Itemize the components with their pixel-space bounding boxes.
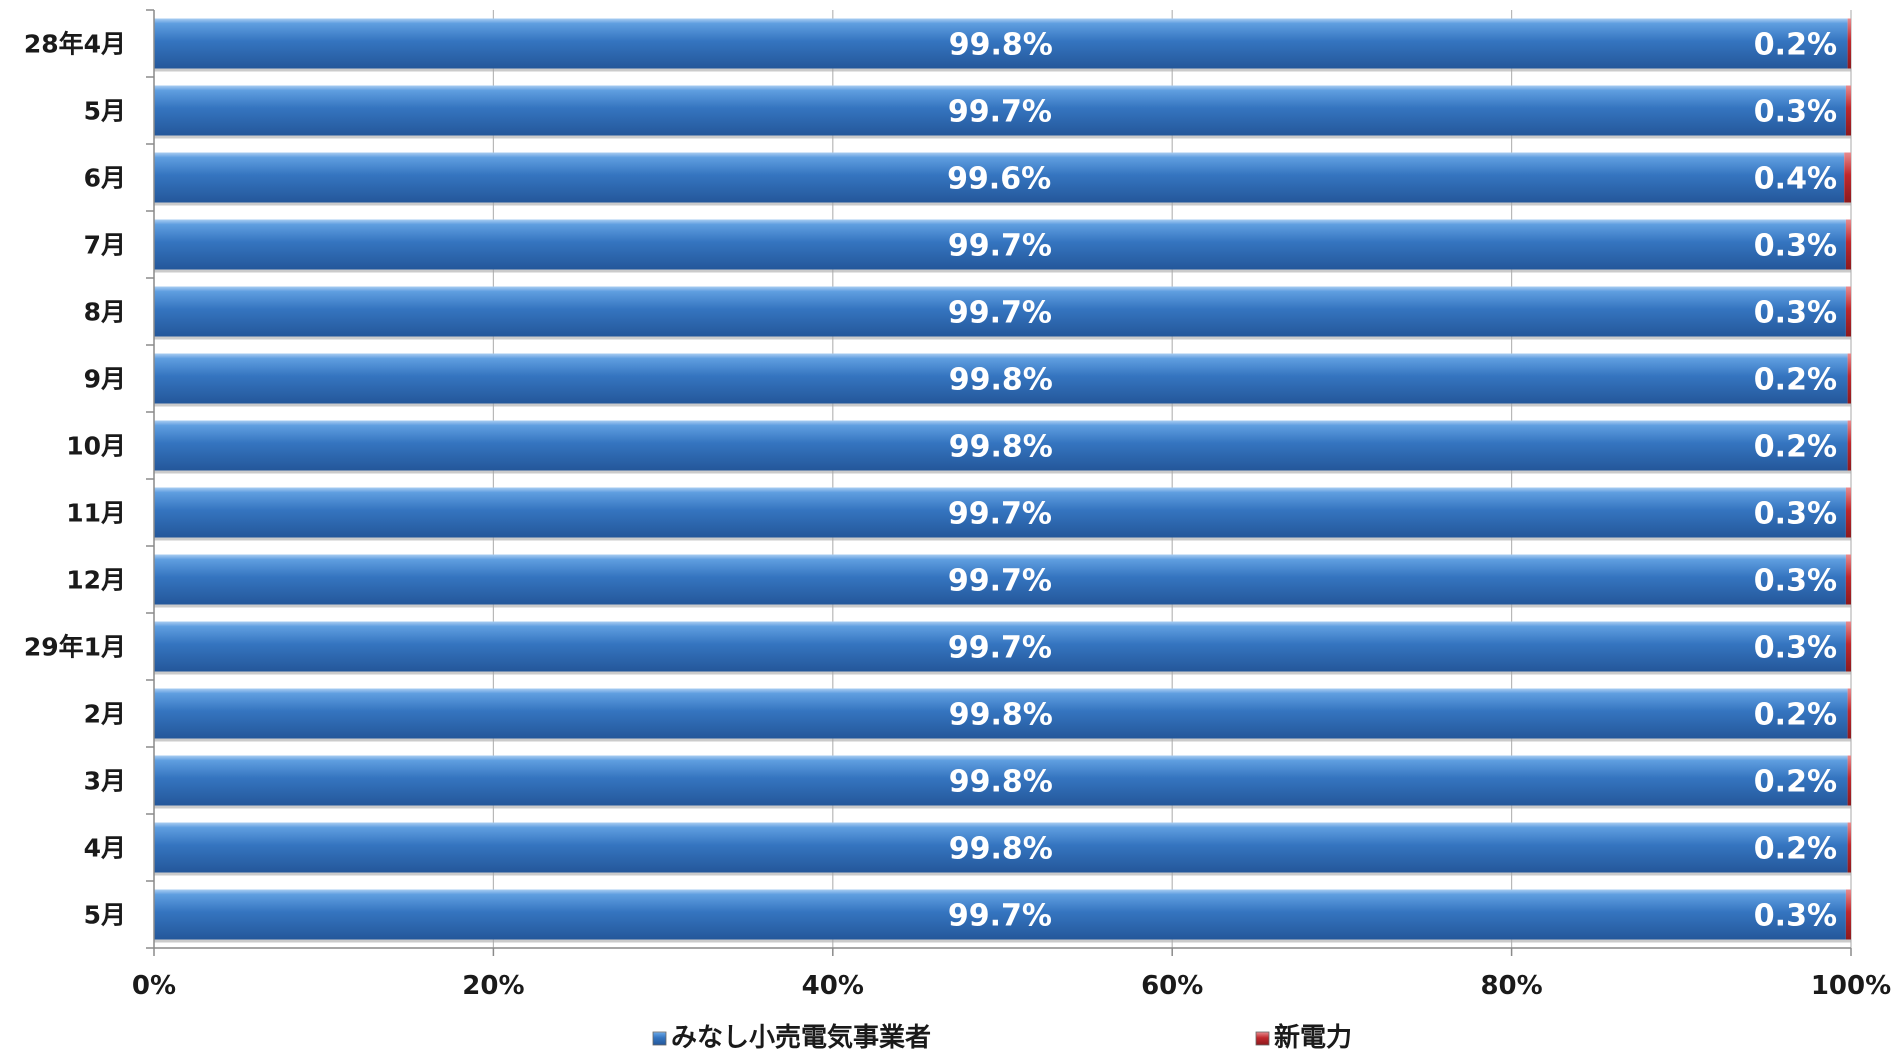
data-label: 99.8% (949, 430, 1053, 465)
x-tick-label: 100% (1811, 971, 1891, 1001)
x-tick-label: 80% (1480, 971, 1542, 1001)
data-label: 99.7% (948, 229, 1052, 264)
category-label: 4月 (84, 834, 126, 863)
axes: 28年4月 5月 6月 7月 8月 9月 10月 11月 12月 29年1月 2月 3月 4月 5月 0% 2… (24, 9, 1891, 1001)
bar-shadow (154, 202, 1851, 206)
bar-segment (154, 889, 1846, 940)
category-label: 28年4月 (24, 30, 126, 59)
bars (154, 18, 1851, 943)
bar-shadow (154, 671, 1851, 675)
bar-shadow (154, 738, 1851, 742)
bar-shadow (154, 336, 1851, 340)
data-label: 99.8% (949, 698, 1053, 733)
category-label: 8月 (84, 298, 126, 327)
bar-segment (1847, 755, 1851, 806)
data-label: 0.2% (1754, 698, 1837, 733)
data-label: 0.2% (1754, 430, 1837, 465)
legend-swatch (1255, 1031, 1270, 1046)
x-tick-label: 0% (132, 971, 176, 1001)
data-label: 0.3% (1754, 95, 1837, 130)
bar-shadow (154, 68, 1851, 72)
bar-segment (154, 286, 1846, 337)
bar-shadow (154, 470, 1851, 474)
data-label: 0.3% (1754, 296, 1837, 331)
bar-segment (1845, 286, 1851, 337)
data-label: 0.4% (1754, 162, 1837, 197)
bar-shadow (154, 805, 1851, 809)
bar-shadow (154, 939, 1851, 943)
data-label: 99.8% (949, 363, 1053, 398)
category-label: 11月 (66, 499, 126, 528)
data-labels: 99.8% 0.2% 99.7% 0.3% 99.6% 0.4% 99.7% 0.3% 99.7… (947, 28, 1837, 934)
legend-swatch (652, 1031, 667, 1046)
bar-segment (1845, 487, 1851, 538)
bar-segment (1847, 822, 1851, 873)
bar-segment (1845, 889, 1851, 940)
x-tick-label: 20% (462, 971, 524, 1001)
category-label: 3月 (84, 767, 126, 796)
bar-shadow (154, 872, 1851, 876)
data-label: 0.2% (1754, 765, 1837, 800)
data-label: 0.2% (1754, 832, 1837, 867)
data-label: 0.3% (1754, 631, 1837, 666)
bar-segment (1845, 219, 1851, 270)
data-label: 99.8% (949, 28, 1053, 63)
data-label: 99.7% (948, 564, 1052, 599)
data-label: 99.6% (947, 162, 1051, 197)
bar-segment (154, 85, 1846, 136)
bar-shadow (154, 269, 1851, 273)
category-label: 5月 (84, 97, 126, 126)
bar-segment (1847, 353, 1851, 404)
bar-segment (1847, 18, 1851, 69)
data-label: 99.8% (949, 832, 1053, 867)
category-label: 7月 (84, 231, 126, 260)
bar-segment (1845, 85, 1851, 136)
data-label: 99.7% (948, 296, 1052, 331)
legend-label: 新電力 (1274, 1022, 1352, 1053)
category-label: 6月 (84, 164, 126, 193)
bar-segment (154, 487, 1846, 538)
category-label: 12月 (66, 566, 126, 595)
category-label: 10月 (66, 432, 126, 461)
data-label: 99.7% (948, 95, 1052, 130)
bar-segment (1847, 688, 1851, 739)
bar-shadow (154, 604, 1851, 608)
data-label: 0.3% (1754, 899, 1837, 934)
category-label: 2月 (84, 700, 126, 729)
bar-segment (154, 755, 1848, 806)
bar-segment (1847, 420, 1851, 471)
data-label: 99.7% (948, 899, 1052, 934)
bar-segment (154, 621, 1846, 672)
data-label: 0.3% (1754, 564, 1837, 599)
bar-segment (1845, 621, 1851, 672)
bar-shadow (154, 537, 1851, 541)
data-label: 0.3% (1754, 229, 1837, 264)
bar-segment (154, 420, 1848, 471)
data-label: 0.3% (1754, 497, 1837, 532)
category-label: 29年1月 (24, 633, 126, 662)
category-label: 9月 (84, 365, 126, 394)
data-label: 0.2% (1754, 28, 1837, 63)
data-label: 99.7% (948, 497, 1052, 532)
bar-segment (154, 219, 1846, 270)
legend: みなし小売電気事業者 新電力 (652, 1022, 1352, 1053)
bar-segment (154, 688, 1848, 739)
bar-segment (154, 152, 1845, 203)
category-label: 5月 (84, 901, 126, 930)
data-label: 99.7% (948, 631, 1052, 666)
x-tick-label: 60% (1141, 971, 1203, 1001)
bar-segment (154, 18, 1848, 69)
bar-segment (1844, 152, 1851, 203)
bar-shadow (154, 403, 1851, 407)
legend-label: みなし小売電気事業者 (671, 1022, 931, 1053)
data-label: 0.2% (1754, 363, 1837, 398)
x-tick-label: 40% (802, 971, 864, 1001)
bar-segment (154, 822, 1848, 873)
bar-segment (154, 554, 1846, 605)
bar-shadow (154, 135, 1851, 139)
bar-segment (154, 353, 1848, 404)
bar-segment (1845, 554, 1851, 605)
data-label: 99.8% (949, 765, 1053, 800)
